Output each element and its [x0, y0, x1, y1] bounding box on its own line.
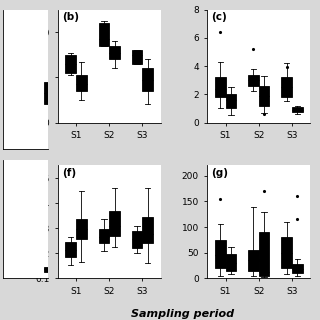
- PathPatch shape: [259, 232, 269, 276]
- PathPatch shape: [99, 23, 109, 46]
- Text: (g): (g): [211, 168, 228, 178]
- PathPatch shape: [282, 237, 292, 268]
- PathPatch shape: [215, 240, 226, 268]
- Text: (b): (b): [62, 12, 79, 22]
- PathPatch shape: [65, 242, 76, 257]
- PathPatch shape: [292, 107, 303, 112]
- PathPatch shape: [109, 46, 120, 59]
- PathPatch shape: [282, 77, 292, 97]
- PathPatch shape: [132, 50, 142, 64]
- PathPatch shape: [76, 75, 86, 91]
- PathPatch shape: [76, 220, 86, 239]
- PathPatch shape: [142, 68, 153, 91]
- Text: (c): (c): [211, 12, 227, 22]
- PathPatch shape: [132, 231, 142, 248]
- Text: (f): (f): [62, 168, 76, 178]
- Text: Sampling period: Sampling period: [131, 309, 234, 319]
- PathPatch shape: [44, 82, 70, 104]
- PathPatch shape: [292, 264, 303, 273]
- PathPatch shape: [226, 94, 236, 108]
- PathPatch shape: [99, 229, 109, 243]
- PathPatch shape: [215, 77, 226, 97]
- PathPatch shape: [226, 254, 236, 271]
- PathPatch shape: [109, 211, 120, 236]
- PathPatch shape: [248, 75, 259, 86]
- PathPatch shape: [44, 267, 70, 272]
- PathPatch shape: [65, 55, 76, 73]
- PathPatch shape: [142, 217, 153, 243]
- PathPatch shape: [248, 250, 259, 271]
- PathPatch shape: [259, 86, 269, 106]
